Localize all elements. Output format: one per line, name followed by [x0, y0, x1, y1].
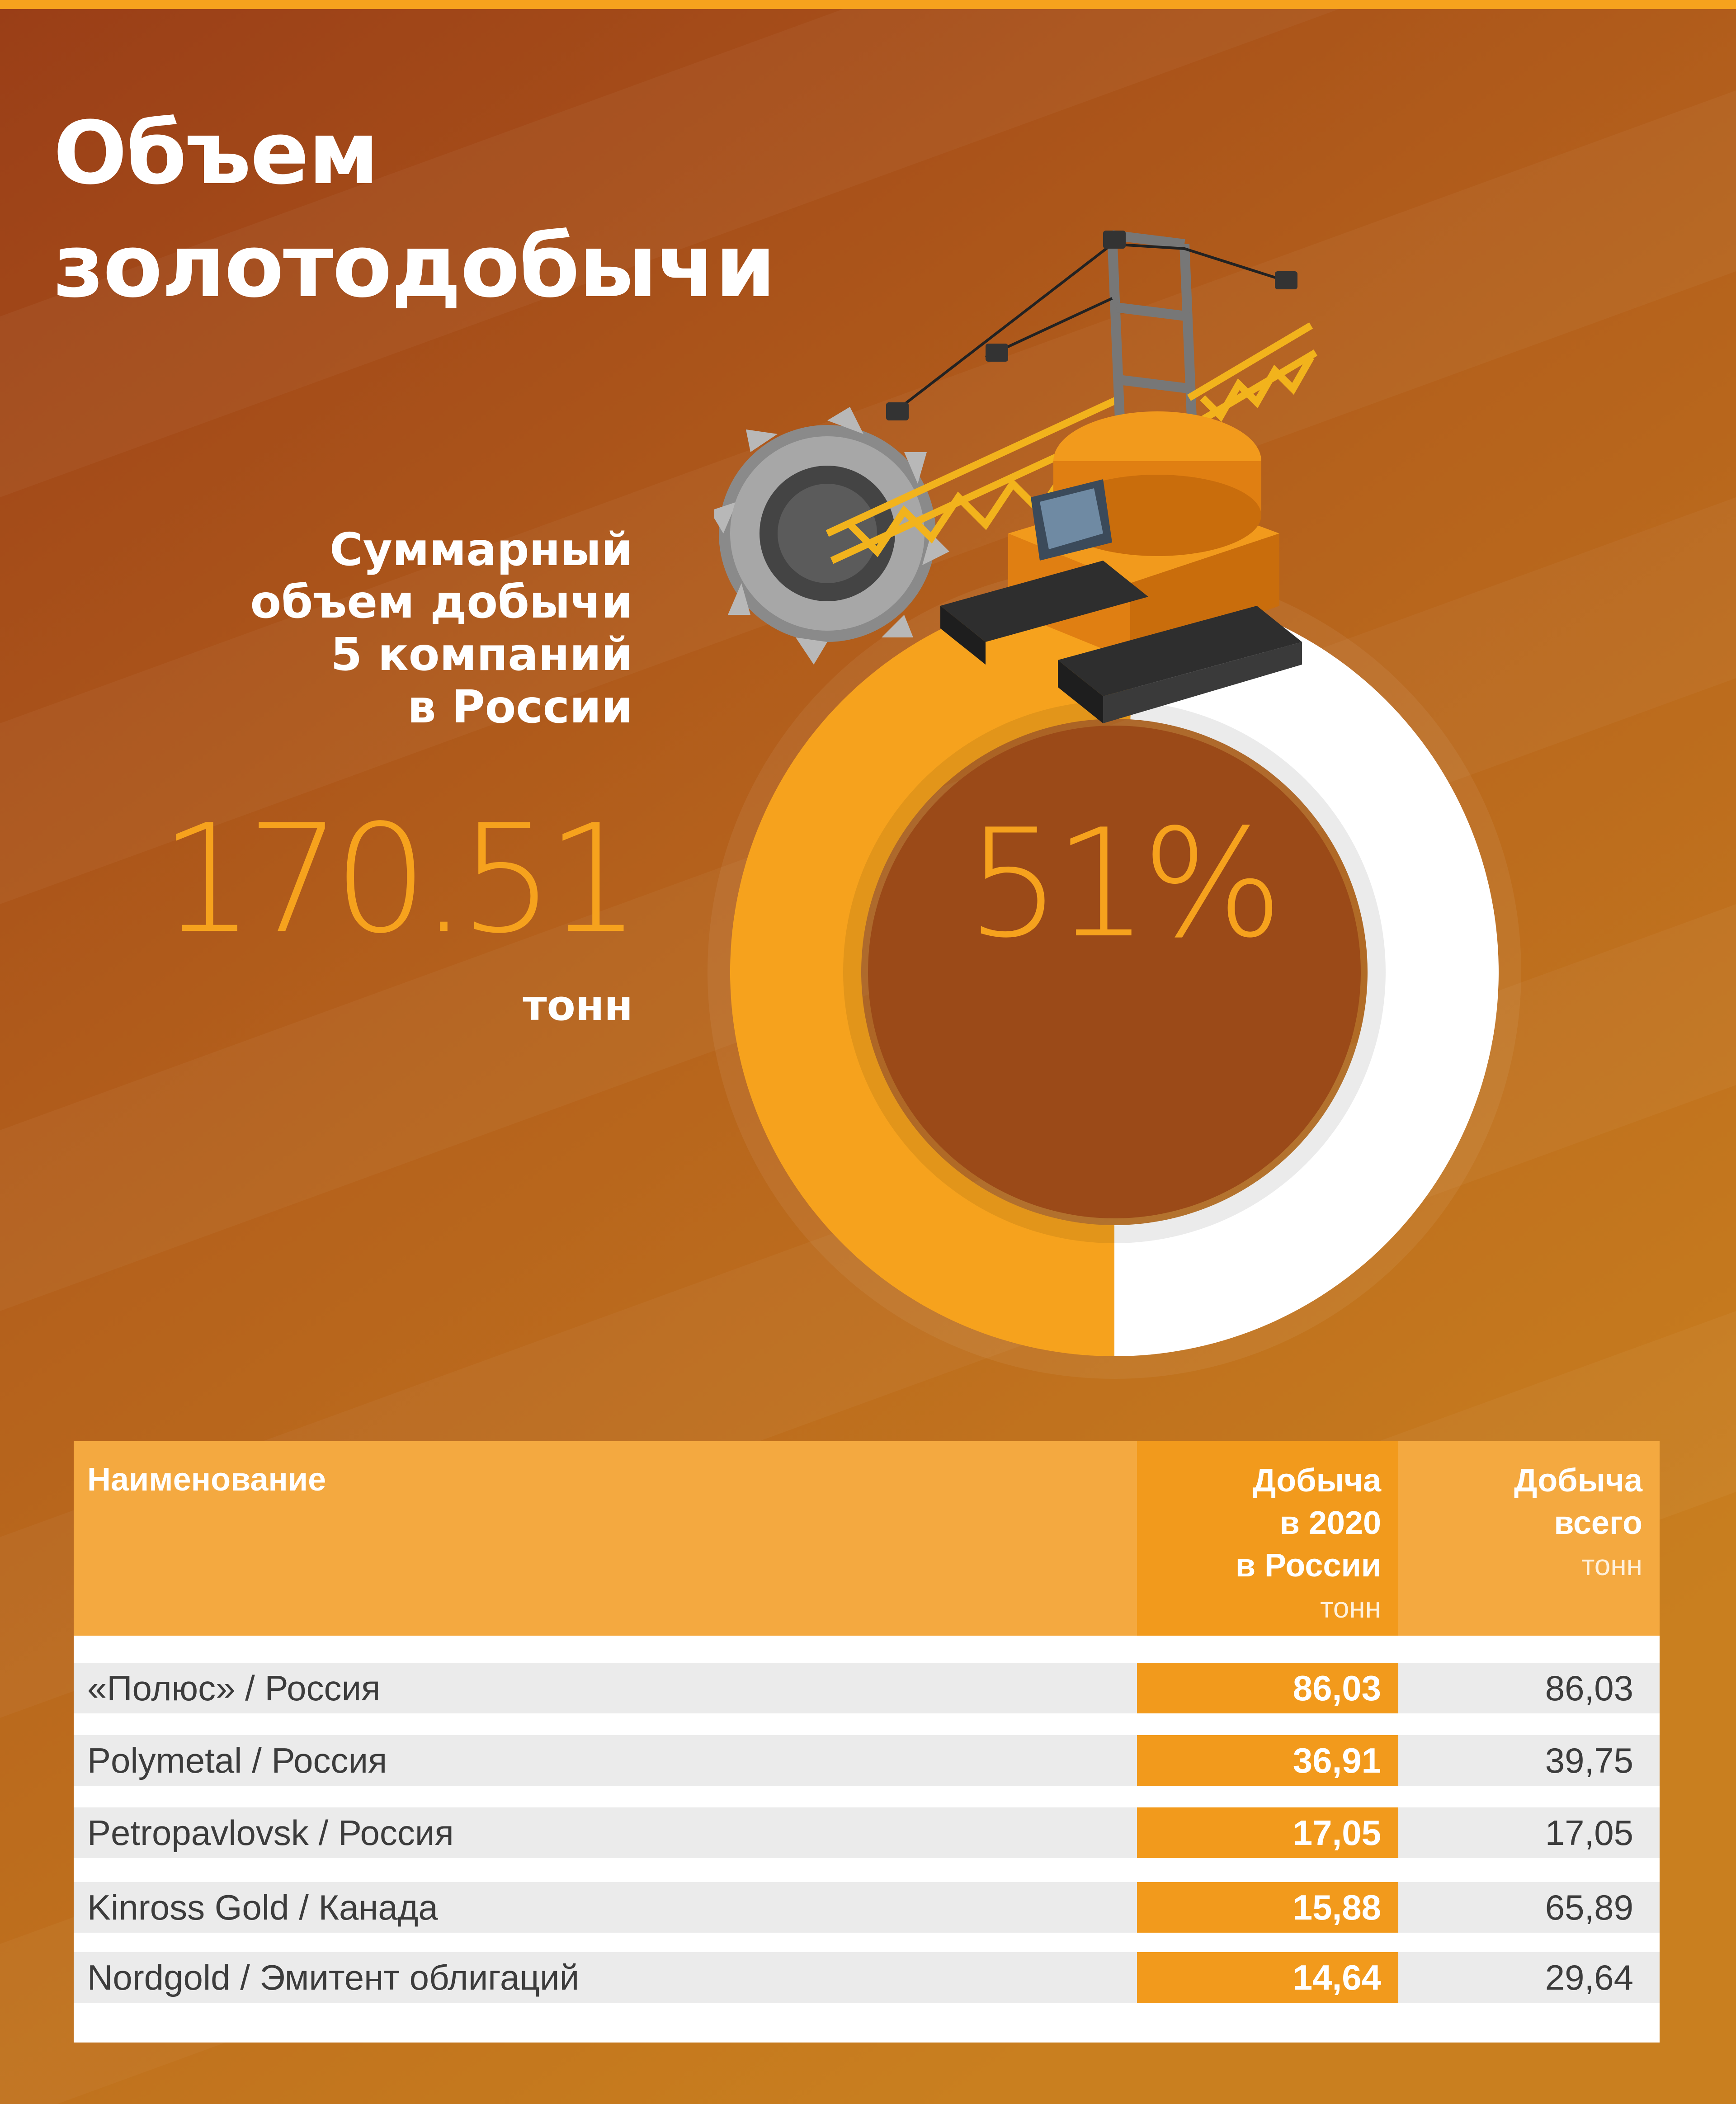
title-line-2: золотодобычи — [53, 216, 776, 317]
header-name: Наименование — [87, 1462, 326, 1498]
table-row: Nordgold / Эмитент облигаций 14,64 29,64 — [74, 1952, 1660, 2003]
donut-slice-rest — [1114, 588, 1499, 1356]
row-russia-2020: 17,05 — [1293, 1813, 1381, 1853]
row-total: 29,64 — [1545, 1958, 1633, 1997]
title-line-1: Объем — [53, 103, 379, 204]
row-company: Kinross Gold / Канада — [87, 1887, 438, 1927]
row-total: 17,05 — [1545, 1813, 1633, 1853]
header-col3-unit: тонн — [1581, 1549, 1642, 1581]
bucket-wheel — [714, 407, 949, 665]
summary-line-4: в России — [407, 680, 633, 733]
donut-slice-share — [730, 587, 1139, 1356]
cables — [894, 242, 1284, 413]
total-unit: тонн — [523, 981, 633, 1030]
header-col2-line-2: в 2020 — [1279, 1505, 1381, 1541]
row-russia-2020: 14,64 — [1293, 1958, 1381, 1997]
page-title: Объем золотодобычи — [53, 97, 776, 323]
bucket-wheel-excavator-illustration — [714, 230, 1318, 723]
row-company: Nordgold / Эмитент облигаций — [87, 1958, 580, 1997]
row-russia-2020: 86,03 — [1293, 1668, 1381, 1708]
summary-line-3: 5 компаний — [330, 628, 633, 681]
header-col2-bg — [1137, 1441, 1398, 1636]
donut-center-label: 51% — [966, 797, 1283, 971]
summary-caption: Суммарный объем добычи 5 компаний в Росс… — [181, 524, 633, 733]
header-col3-line-1: Добыча — [1514, 1462, 1642, 1499]
table-header: Наименование Добыча в 2020 в России тонн… — [74, 1441, 1660, 1636]
table-row: Polymetal / Россия 36,91 39,75 — [74, 1735, 1660, 1786]
top-accent-bar — [0, 0, 1736, 9]
production-table: Наименование Добыча в 2020 в России тонн… — [74, 1441, 1660, 2043]
crawler-tracks — [940, 561, 1302, 723]
row-company: Petropavlovsk / Россия — [87, 1813, 454, 1853]
donut-chart — [708, 565, 1521, 1379]
header-russia-2020: Добыча в 2020 в России тонн — [1137, 1459, 1381, 1628]
summary-line-2: объем добычи — [250, 576, 633, 628]
total-tonnes: 170.51 — [160, 793, 641, 966]
header-col2-line-3: в России — [1235, 1547, 1381, 1584]
table-row: «Полюс» / Россия 86,03 86,03 — [74, 1663, 1660, 1713]
row-total: 86,03 — [1545, 1668, 1633, 1708]
header-col2-unit: тонн — [1320, 1591, 1381, 1624]
row-company: Polymetal / Россия — [87, 1741, 387, 1780]
pulleys — [886, 231, 1297, 420]
row-russia-2020: 15,88 — [1293, 1887, 1381, 1927]
header-col2-line-1: Добыча — [1253, 1462, 1381, 1499]
row-total: 65,89 — [1545, 1887, 1633, 1927]
row-company: «Полюс» / Россия — [87, 1668, 381, 1708]
row-total: 39,75 — [1545, 1741, 1633, 1780]
summary-line-1: Суммарный — [330, 523, 633, 576]
header-col3-line-2: всего — [1554, 1505, 1642, 1541]
header-total: Добыча всего тонн — [1398, 1459, 1642, 1586]
machine-body — [1008, 411, 1279, 660]
row-russia-2020: 36,91 — [1293, 1741, 1381, 1780]
header-col3-bg — [1398, 1441, 1660, 1636]
counter-boom — [1187, 322, 1318, 428]
donut-center — [868, 726, 1361, 1218]
table-row: Kinross Gold / Канада 15,88 65,89 — [74, 1882, 1660, 1933]
table-row: Petropavlovsk / Россия 17,05 17,05 — [74, 1807, 1660, 1858]
